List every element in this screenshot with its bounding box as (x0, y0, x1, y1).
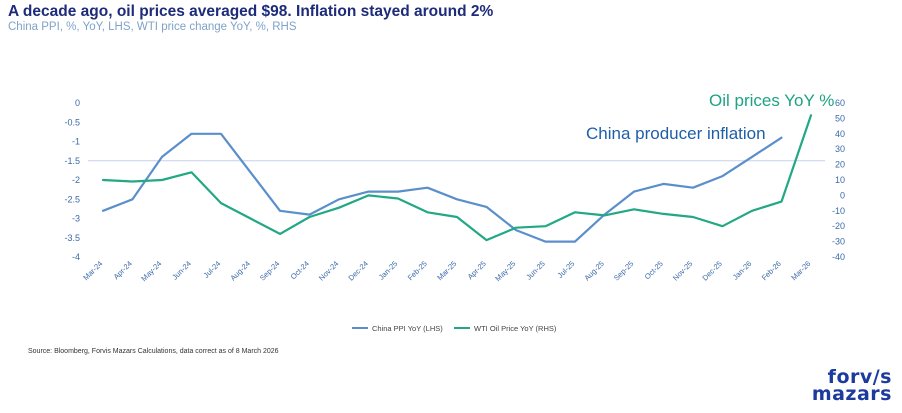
left-tick-label: 0 (75, 98, 80, 108)
wti-oil-line (101, 114, 813, 242)
x-tick-label: Apr-25 (466, 259, 488, 281)
right-tick-label: 40 (835, 129, 845, 139)
left-tick-label: -1 (72, 137, 80, 147)
annotations: Oil prices YoY % China producer inflation (586, 91, 834, 143)
x-tick-label: Jul-25 (556, 259, 577, 280)
right-axis: 60 50 40 30 20 10 0 -10 -20 -30 -40 (832, 98, 845, 262)
x-tick-label: Jan-26 (731, 259, 754, 282)
legend-label: China PPI YoY (LHS) (372, 324, 443, 333)
x-tick-label: Oct-25 (643, 259, 665, 281)
x-tick-label: Nov-25 (671, 259, 694, 282)
annotation-china-inflation: China producer inflation (586, 124, 766, 143)
left-tick-label: -2 (72, 175, 80, 185)
x-tick-label: Jan-25 (377, 259, 400, 282)
annotation-oil-prices: Oil prices YoY % (709, 91, 834, 110)
x-tick-label: Mar-26 (789, 259, 812, 282)
left-tick-label: -2.5 (64, 194, 80, 204)
right-tick-label: -10 (832, 206, 845, 216)
right-tick-label: -20 (832, 221, 845, 231)
x-tick-label: Sep-24 (258, 259, 281, 282)
x-tick-label: Feb-25 (406, 259, 429, 282)
x-tick-label: Jun-24 (170, 259, 193, 282)
right-tick-label: -40 (832, 252, 845, 262)
legend: China PPI YoY (LHS) WTI Oil Price YoY (RH… (352, 324, 557, 333)
x-tick-label: Jun-25 (524, 259, 547, 282)
left-tick-label: -4 (72, 252, 80, 262)
x-tick-label: Mar-25 (435, 259, 458, 282)
chart-title: A decade ago, oil prices averaged $98. I… (8, 3, 494, 20)
x-tick-label: Aug-25 (582, 259, 605, 282)
source-note: Source: Bloomberg, Forvis Mazars Calcula… (28, 348, 279, 355)
right-tick-label: 50 (835, 113, 845, 123)
forvis-mazars-logo: forv/s mazars (811, 366, 892, 405)
x-tick-label: Nov-24 (317, 259, 340, 282)
x-tick-label: Aug-24 (228, 259, 251, 282)
x-tick-label: Dec-25 (700, 259, 723, 282)
right-tick-label: 0 (840, 190, 845, 200)
chart-subtitle: China PPI, %, YoY, LHS, WTI price change… (8, 21, 297, 33)
left-tick-label: -3.5 (64, 233, 80, 243)
legend-label: WTI Oil Price YoY (RHS) (474, 324, 557, 333)
x-tick-label: May-25 (493, 259, 517, 283)
left-tick-label: -3 (72, 214, 80, 224)
x-tick-label: Oct-24 (289, 259, 311, 281)
right-tick-label: 30 (835, 144, 845, 154)
x-tick-label: May-24 (139, 259, 163, 283)
x-tick-label: Apr-24 (112, 259, 134, 281)
right-tick-label: -30 (832, 237, 845, 247)
left-tick-label: -1.5 (64, 156, 80, 166)
logo-line-2: mazars (811, 383, 892, 405)
china-ppi-line (101, 132, 783, 243)
series-lines (101, 114, 813, 243)
x-tick-label: Feb-26 (760, 259, 783, 282)
right-tick-label: 60 (835, 98, 845, 108)
x-tick-label: Dec-24 (346, 259, 369, 282)
x-axis: Mar-24 Apr-24 May-24 Jun-24 Jul-24 Aug-24 Sep-… (81, 259, 812, 283)
x-tick-label: Jul-24 (202, 259, 223, 280)
logo-line-1: forv/s (827, 366, 892, 388)
right-tick-label: 10 (835, 175, 845, 185)
x-tick-label: Mar-24 (81, 259, 104, 282)
left-axis: 0 -0.5 -1 -1.5 -2 -2.5 -3 -3.5 -4 (64, 98, 80, 262)
right-tick-label: 20 (835, 160, 845, 170)
x-tick-label: Sep-25 (612, 259, 635, 282)
left-tick-label: -0.5 (64, 117, 80, 127)
